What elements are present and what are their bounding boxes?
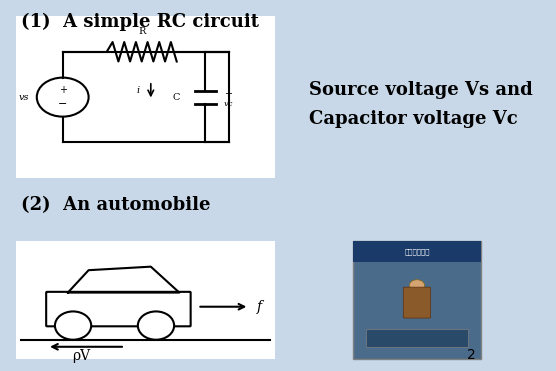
FancyBboxPatch shape — [366, 329, 468, 347]
Circle shape — [409, 280, 425, 291]
FancyBboxPatch shape — [46, 292, 191, 326]
Text: Source voltage Vs and
Capacitor voltage Vc: Source voltage Vs and Capacitor voltage … — [309, 81, 533, 128]
Text: +: + — [59, 85, 67, 95]
FancyBboxPatch shape — [16, 16, 275, 178]
Text: 2: 2 — [467, 348, 475, 362]
Text: vs: vs — [18, 93, 29, 102]
Text: (2)  An automobile: (2) An automobile — [21, 197, 210, 214]
Text: vc: vc — [224, 99, 234, 108]
Text: f: f — [257, 300, 262, 314]
Text: 电子科技大学: 电子科技大学 — [404, 248, 430, 255]
Text: R: R — [138, 27, 146, 36]
FancyBboxPatch shape — [354, 241, 480, 262]
Text: C: C — [173, 93, 180, 102]
Ellipse shape — [55, 311, 91, 340]
Text: +: + — [224, 89, 232, 99]
FancyBboxPatch shape — [16, 241, 275, 358]
FancyBboxPatch shape — [403, 287, 431, 318]
Text: −: − — [58, 99, 67, 109]
Text: ρV: ρV — [72, 349, 90, 363]
Text: i: i — [136, 86, 140, 95]
FancyBboxPatch shape — [354, 241, 480, 358]
Text: (1)  A simple RC circuit: (1) A simple RC circuit — [21, 13, 259, 31]
Ellipse shape — [138, 311, 174, 340]
